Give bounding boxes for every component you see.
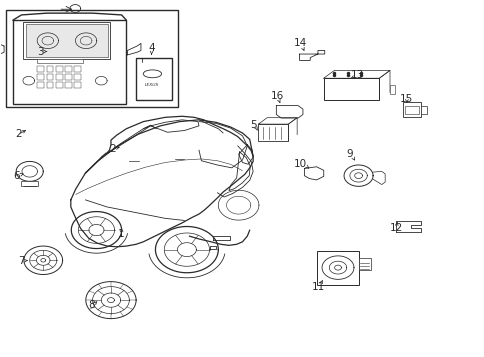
Bar bbox=[37, 66, 44, 72]
Bar bbox=[358, 258, 370, 270]
Text: 10: 10 bbox=[293, 159, 306, 169]
Bar bbox=[56, 74, 62, 80]
Bar bbox=[74, 82, 81, 88]
Text: 8: 8 bbox=[88, 301, 95, 311]
Bar bbox=[46, 82, 53, 88]
Text: 1: 1 bbox=[118, 228, 125, 238]
Bar bbox=[421, 106, 426, 115]
Text: 16: 16 bbox=[270, 91, 283, 101]
Text: 3: 3 bbox=[37, 47, 44, 57]
Bar bbox=[389, 85, 394, 94]
Text: 2: 2 bbox=[15, 129, 21, 139]
Text: 12: 12 bbox=[389, 223, 402, 233]
Text: 2: 2 bbox=[109, 144, 116, 154]
Bar bbox=[65, 66, 72, 72]
Bar bbox=[405, 106, 418, 114]
Bar bbox=[21, 181, 38, 186]
Text: 13: 13 bbox=[350, 70, 363, 80]
Text: 15: 15 bbox=[399, 94, 413, 104]
Text: 6: 6 bbox=[13, 171, 19, 181]
Bar bbox=[74, 74, 81, 80]
Bar bbox=[13, 20, 126, 104]
Text: 7: 7 bbox=[17, 256, 24, 266]
Bar bbox=[37, 82, 44, 88]
Text: 9: 9 bbox=[346, 149, 352, 159]
Bar bbox=[402, 102, 421, 117]
Bar bbox=[46, 66, 53, 72]
Bar bbox=[323, 78, 378, 100]
Bar bbox=[37, 59, 83, 63]
Ellipse shape bbox=[143, 70, 161, 78]
Text: 14: 14 bbox=[293, 37, 306, 47]
Text: 11: 11 bbox=[312, 282, 325, 292]
Bar bbox=[136, 57, 172, 100]
Text: 5: 5 bbox=[249, 120, 256, 130]
Bar bbox=[317, 251, 358, 285]
Bar bbox=[65, 82, 72, 88]
Bar bbox=[46, 74, 53, 80]
Bar bbox=[56, 66, 62, 72]
Bar bbox=[74, 66, 81, 72]
Bar bbox=[56, 82, 62, 88]
Text: LEXUS: LEXUS bbox=[145, 83, 159, 87]
Bar bbox=[26, 24, 107, 57]
Bar bbox=[6, 10, 178, 107]
Bar bbox=[65, 74, 72, 80]
Bar bbox=[23, 22, 110, 59]
Bar bbox=[258, 124, 288, 141]
Text: 4: 4 bbox=[148, 43, 154, 53]
Bar bbox=[37, 74, 44, 80]
